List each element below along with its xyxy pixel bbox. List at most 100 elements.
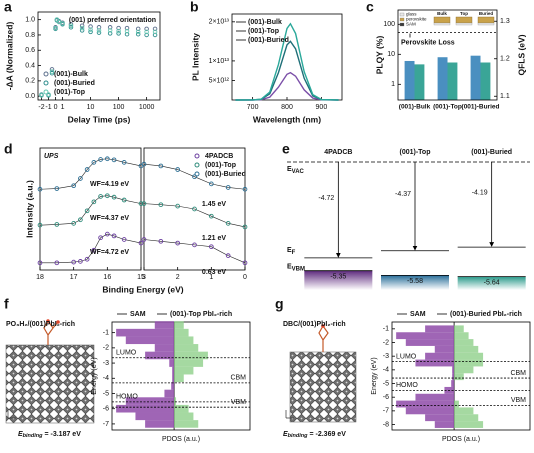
binding-symbol: E (18, 431, 23, 438)
y-axis-label: PLQY (%) (374, 36, 384, 75)
work-function-label: -4.19 (472, 189, 488, 196)
data-point (135, 26, 141, 32)
data-point (46, 92, 51, 97)
data-point (49, 69, 55, 74)
data-point (84, 167, 90, 172)
pdos-sam (125, 397, 175, 405)
data-point (71, 259, 77, 265)
data-point (138, 201, 144, 206)
pdos-perovskite (174, 321, 184, 329)
data-point (124, 25, 130, 31)
legend-label: SAM (130, 311, 146, 318)
data-point (107, 31, 113, 36)
binding-energy: Ebinding = -2.369 eV (283, 431, 346, 440)
x-tick-label: 1 (61, 104, 65, 111)
data-point (144, 29, 149, 35)
pdos-perovskite (174, 420, 199, 428)
inset-label: Top (460, 11, 468, 16)
y-tick-label: -7 (103, 421, 109, 428)
data-point (49, 70, 55, 76)
inset-device-base (455, 22, 473, 26)
bar (447, 62, 458, 100)
y-axis-label: Energy (eV) (371, 357, 378, 394)
plot-title: UPS (44, 153, 59, 160)
binding-sub: binding (288, 433, 308, 439)
legend-label: 4PADCB (205, 153, 233, 160)
level-label: LUMO (116, 350, 137, 357)
bar (470, 55, 481, 100)
data-point (158, 202, 164, 208)
data-point (71, 183, 77, 189)
data-point (144, 26, 149, 32)
x-tick-label: 16 (103, 274, 111, 281)
data-point (124, 31, 130, 37)
x-tick-label: 10 (87, 104, 95, 111)
pdos-sam (396, 332, 455, 340)
pdos-sam (434, 421, 455, 428)
pdos-sam (405, 339, 455, 346)
level-label: EVBM (287, 264, 305, 273)
x-tick-label: 2 (176, 274, 180, 281)
y-tick-label: -5 (103, 390, 109, 397)
y-tick-label: 1 (391, 81, 395, 88)
y-tick-label: -4 (103, 375, 109, 382)
pdos-sam (135, 412, 175, 421)
pdos-perovskite (454, 400, 459, 408)
inset-device-base (433, 22, 451, 26)
x-tick-label: 18 (36, 274, 44, 281)
inset-swatch (399, 22, 405, 27)
inset-label: Buried (479, 11, 494, 16)
pdos-sam (169, 359, 175, 367)
plot-frame (391, 321, 531, 431)
panel-label: b (190, 0, 199, 15)
bar (480, 62, 491, 100)
vbm-box (381, 275, 449, 290)
y-tick-label: -4 (383, 367, 389, 374)
panel-label: e (282, 141, 290, 157)
plot-frame (397, 9, 498, 101)
legend-label: (001)-Top (54, 89, 85, 96)
y-tick-label: 2×10¹³ (209, 19, 230, 26)
data-point (208, 181, 214, 187)
pdos-sam (154, 344, 175, 352)
pdos-perovskite (454, 345, 479, 353)
level-label: HOMO (396, 382, 418, 389)
annotation: Perovskite Loss (401, 39, 455, 46)
column-label: (001)-Top (400, 149, 431, 156)
data-point (78, 217, 83, 223)
binding-energy: Ebinding = -3.187 eV (18, 431, 81, 440)
legend-marker (194, 162, 200, 168)
pdos-sam (125, 336, 175, 345)
pdos-perovskite (454, 414, 479, 422)
vbm-label: -5.64 (484, 279, 500, 286)
level-label: EVAC (287, 166, 305, 175)
data-point (98, 235, 103, 241)
pdos-perovskite (174, 374, 184, 383)
y-tick-label: 10 (387, 51, 395, 58)
legend-label: (001)-Bulk (54, 71, 88, 78)
level-label: CBM (230, 375, 246, 382)
y-tick-label: 0.4 (25, 62, 35, 69)
molecule-atom (56, 320, 60, 324)
data-point (84, 256, 90, 262)
lattice-g (285, 324, 357, 423)
y-tick-label: -6 (103, 406, 109, 413)
legend-marker (43, 89, 49, 95)
y-axis-label: PL Intensity (190, 33, 200, 81)
data-line (143, 203, 246, 228)
pdos-sam (172, 374, 175, 383)
pdos-sam (451, 380, 455, 387)
inset-swatch (399, 17, 405, 22)
level-label-main: E (287, 247, 292, 254)
y-tick-label: -1 (383, 326, 389, 333)
data-point (56, 19, 62, 25)
x-tick-label: 3 (142, 274, 146, 281)
pdos-sam (172, 366, 175, 375)
inset-device (455, 16, 473, 24)
column-label: 4PADCB (324, 149, 352, 156)
x-tick-label: (001)-Top (433, 104, 462, 111)
y-tick-label: -3 (383, 353, 389, 360)
bar (437, 57, 448, 100)
annotation: 1.45 eV (202, 201, 226, 208)
pdos-sam (452, 366, 455, 374)
